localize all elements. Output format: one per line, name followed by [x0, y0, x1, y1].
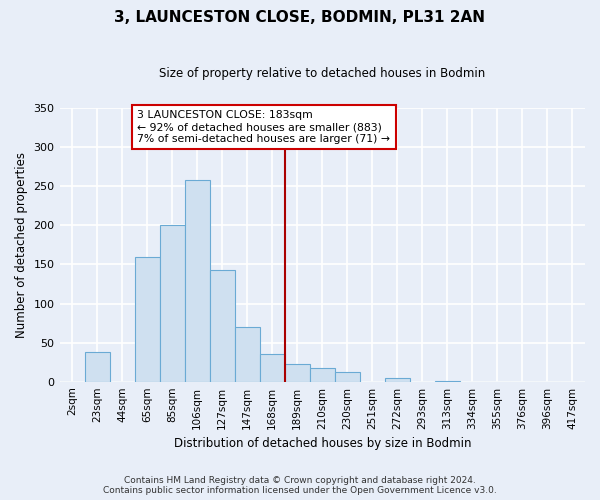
Text: 3 LAUNCESTON CLOSE: 183sqm
← 92% of detached houses are smaller (883)
7% of semi: 3 LAUNCESTON CLOSE: 183sqm ← 92% of deta… — [137, 110, 390, 144]
Text: Contains HM Land Registry data © Crown copyright and database right 2024.
Contai: Contains HM Land Registry data © Crown c… — [103, 476, 497, 495]
Bar — [385, 378, 410, 382]
Bar — [209, 270, 235, 382]
Text: 3, LAUNCESTON CLOSE, BODMIN, PL31 2AN: 3, LAUNCESTON CLOSE, BODMIN, PL31 2AN — [115, 10, 485, 25]
Bar — [85, 352, 110, 382]
Bar — [310, 368, 335, 382]
Bar — [185, 180, 209, 382]
Bar — [285, 364, 310, 382]
Bar — [160, 226, 185, 382]
Bar — [235, 327, 260, 382]
Bar — [260, 354, 285, 382]
X-axis label: Distribution of detached houses by size in Bodmin: Distribution of detached houses by size … — [173, 437, 471, 450]
Bar — [435, 381, 460, 382]
Y-axis label: Number of detached properties: Number of detached properties — [15, 152, 28, 338]
Bar — [335, 372, 360, 382]
Title: Size of property relative to detached houses in Bodmin: Size of property relative to detached ho… — [159, 68, 485, 80]
Bar — [134, 256, 160, 382]
